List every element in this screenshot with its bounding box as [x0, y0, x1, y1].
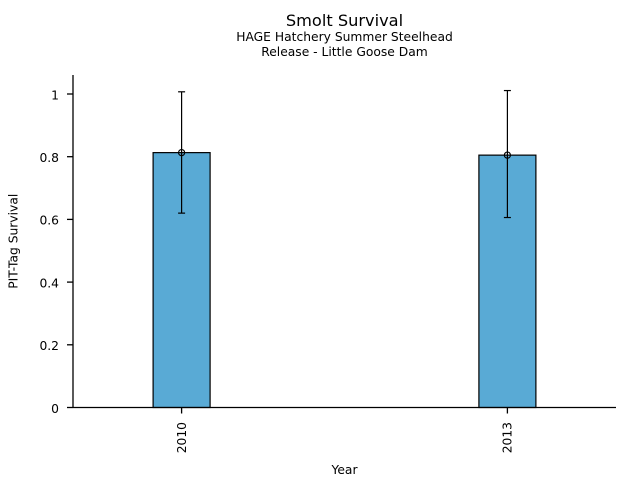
chart-subtitle-line1: HAGE Hatchery Summer Steelhead — [236, 30, 453, 45]
point-marker-2013 — [503, 151, 512, 159]
y-tick-label-1: 1 — [51, 88, 59, 102]
x-tick-label-2010: 2010 — [175, 422, 189, 453]
chart-subtitle-line2: Release - Little Goose Dam — [261, 45, 428, 59]
chart-title: Smolt Survival — [285, 11, 404, 30]
y-axis-title: PIT-Tag Survival — [7, 194, 21, 289]
y-tick-label-0.6: 0.6 — [39, 214, 59, 228]
x-tick-label-2013: 2013 — [501, 422, 515, 453]
y-tick-label-0.2: 0.2 — [39, 339, 59, 353]
point-marker-2010 — [177, 148, 186, 157]
x-axis-title: Year — [330, 463, 358, 477]
y-tick-label-0.4: 0.4 — [39, 276, 59, 290]
y-tick-label-0.8: 0.8 — [39, 151, 59, 165]
y-tick-label-0: 0 — [51, 402, 59, 416]
